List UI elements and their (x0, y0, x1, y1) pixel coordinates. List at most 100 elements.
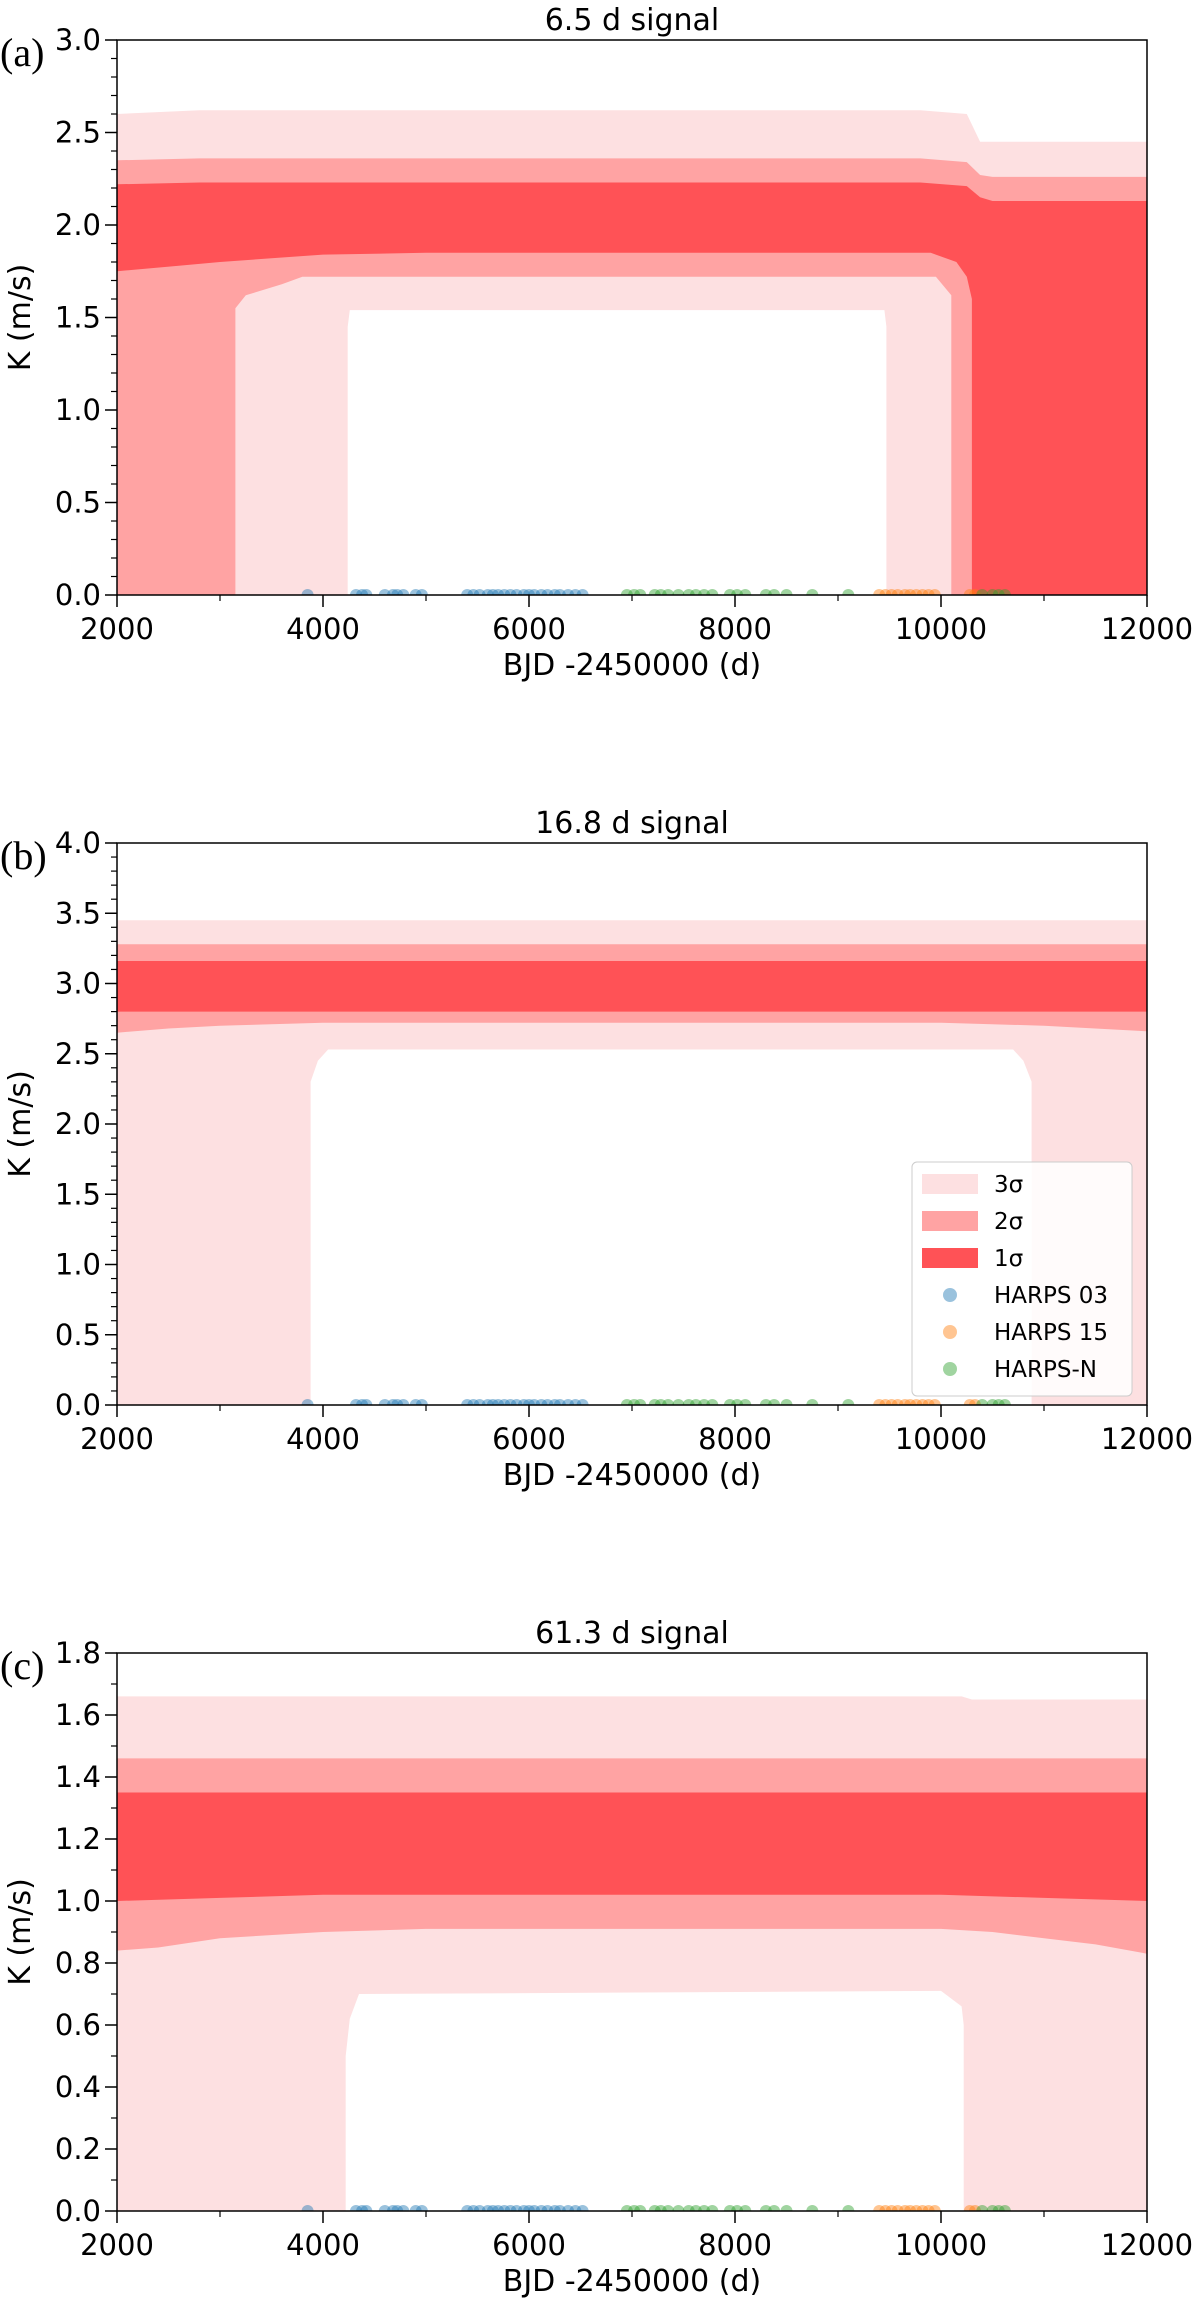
obs-point (473, 1399, 486, 1405)
obs-point (689, 2205, 702, 2211)
obs-point (535, 2205, 548, 2211)
obs-point (548, 1399, 561, 1405)
obs-point (672, 1399, 685, 1405)
obs-point (976, 589, 989, 595)
obs-point (467, 2205, 480, 2211)
obs-point (976, 1399, 989, 1405)
obs-point (553, 2205, 566, 2211)
chart-title: 61.3 d signal (535, 1616, 729, 1651)
chart-title: 16.8 d signal (535, 806, 729, 841)
obs-point (350, 2205, 362, 2211)
obs-point (891, 589, 904, 595)
obs-point (535, 1399, 548, 1405)
obs-point (969, 2205, 981, 2211)
obs-point (360, 589, 373, 595)
obs-point (562, 2205, 575, 2211)
obs-point (569, 1399, 582, 1405)
obs-point (654, 1399, 667, 1405)
obs-point (689, 589, 702, 595)
obs-point (780, 1399, 793, 1405)
obs-point (899, 1399, 911, 1405)
obs-point (467, 1399, 480, 1405)
y-tick-label: 1.5 (55, 301, 101, 335)
obs-point (486, 2205, 499, 2211)
legend-label: 1σ (994, 1246, 1023, 1272)
obs-point (504, 1399, 517, 1405)
y-tick-label: 2.0 (55, 208, 101, 242)
obs-point (998, 589, 1011, 595)
x-tick-label: 10000 (895, 612, 987, 646)
band-3sigma (117, 920, 1147, 1405)
series-harps-15 (873, 2205, 981, 2211)
y-tick-label: 2.0 (55, 1107, 101, 1141)
obs-point (541, 1399, 554, 1405)
y-axis-label: K (m/s) (3, 264, 38, 372)
y-tick-label: 0.2 (55, 2132, 101, 2166)
obs-point (387, 2205, 399, 2211)
y-tick-label: 2.5 (55, 116, 101, 150)
obs-point (553, 1399, 566, 1405)
x-tick-label: 2000 (80, 612, 154, 646)
obs-point (963, 1399, 976, 1405)
obs-point (548, 589, 561, 595)
obs-point (634, 1399, 647, 1405)
y-tick-label: 4.0 (55, 826, 101, 860)
obs-point (739, 589, 752, 595)
x-tick-label: 8000 (698, 1422, 772, 1456)
panel-label: (a) (0, 30, 44, 75)
y-tick-label: 3.5 (55, 896, 101, 930)
band-1sigma (117, 1792, 1147, 1901)
obs-point (409, 2205, 422, 2211)
obs-point (486, 1399, 499, 1405)
obs-point (301, 2205, 314, 2211)
y-tick-label: 0.5 (55, 1318, 101, 1352)
obs-point (387, 589, 399, 595)
obs-point (473, 589, 486, 595)
series-harps-n (620, 1399, 1011, 1405)
obs-point (992, 1399, 1005, 1405)
y-tick-label: 2.5 (55, 1037, 101, 1071)
obs-point (397, 1399, 410, 1405)
obs-point (842, 1399, 855, 1405)
obs-point (873, 2205, 886, 2211)
obs-point (662, 2205, 675, 2211)
obs-point (759, 2205, 772, 2211)
obs-point (350, 589, 362, 595)
series-harps-15 (873, 589, 981, 595)
obs-point (356, 2205, 369, 2211)
band-1sigma (117, 961, 1147, 1012)
obs-point (397, 2205, 410, 2211)
obs-point (885, 1399, 898, 1405)
obs-point (986, 1399, 999, 1405)
obs-point (899, 2205, 911, 2211)
obs-point (986, 2205, 999, 2211)
panel-label: (b) (0, 833, 47, 878)
obs-point (510, 1399, 523, 1405)
x-tick-label: 8000 (698, 612, 772, 646)
obs-point (682, 1399, 695, 1405)
obs-point (885, 589, 898, 595)
chart-title: 6.5 d signal (545, 3, 720, 38)
y-tick-label: 1.0 (55, 1248, 101, 1282)
obs-point (916, 1399, 929, 1405)
chart-panel-a: 2000 4000 6000 8000 10000 12000 0.0 0.5 1.0 1.5 2.… (0, 3, 1193, 683)
obs-point (523, 1399, 535, 1405)
band-2sigma (117, 158, 1147, 595)
legend-label: HARPS 15 (994, 1320, 1108, 1346)
y-tick-label: 1.5 (55, 1177, 101, 1211)
plot-area (117, 920, 1147, 1405)
legend-swatch (922, 1211, 978, 1231)
obs-point (759, 1399, 772, 1405)
y-tick-label: 0.5 (55, 486, 101, 520)
obs-point (504, 2205, 517, 2211)
obs-point (517, 589, 530, 595)
x-tick-label: 4000 (286, 612, 360, 646)
obs-point (576, 2205, 589, 2211)
obs-point (910, 589, 923, 595)
obs-point (481, 1399, 494, 1405)
obs-point (634, 589, 647, 595)
obs-point (922, 589, 935, 595)
x-tick-label: 6000 (492, 2228, 566, 2262)
obs-point (928, 2205, 941, 2211)
y-tick-label: 0.8 (55, 1946, 101, 1980)
